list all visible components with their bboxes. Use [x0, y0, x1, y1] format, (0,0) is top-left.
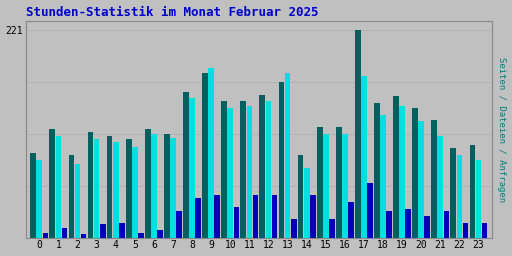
Bar: [119, 223, 125, 238]
Bar: [367, 183, 373, 238]
Text: Stunden-Statistik im Monat Februar 2025: Stunden-Statistik im Monat Februar 2025: [26, 6, 318, 18]
Bar: [297, 155, 304, 238]
Bar: [451, 148, 456, 238]
Bar: [380, 115, 386, 238]
Bar: [437, 136, 443, 238]
Bar: [36, 161, 42, 238]
Bar: [42, 233, 48, 238]
Bar: [457, 155, 462, 238]
Bar: [208, 68, 214, 238]
Bar: [202, 73, 208, 238]
Bar: [215, 195, 220, 238]
Bar: [418, 121, 424, 238]
Bar: [221, 101, 227, 238]
Bar: [470, 145, 475, 238]
Bar: [285, 73, 290, 238]
Bar: [348, 202, 354, 238]
Bar: [361, 76, 367, 238]
Bar: [317, 126, 323, 238]
Bar: [170, 138, 176, 238]
Bar: [329, 219, 335, 238]
Bar: [189, 98, 195, 238]
Bar: [69, 155, 74, 238]
Bar: [482, 223, 487, 238]
Bar: [61, 228, 68, 238]
Bar: [304, 168, 310, 238]
Bar: [260, 94, 265, 238]
Bar: [56, 136, 61, 238]
Bar: [75, 164, 80, 238]
Bar: [151, 134, 157, 238]
Bar: [424, 216, 430, 238]
Bar: [145, 129, 151, 238]
Bar: [81, 234, 87, 238]
Bar: [252, 195, 259, 238]
Bar: [342, 134, 348, 238]
Bar: [386, 211, 392, 238]
Bar: [227, 108, 233, 238]
Bar: [106, 136, 113, 238]
Bar: [100, 225, 105, 238]
Bar: [291, 219, 296, 238]
Bar: [30, 153, 36, 238]
Bar: [233, 207, 239, 238]
Bar: [443, 211, 450, 238]
Y-axis label: Seiten / Dateien / Anfragen: Seiten / Dateien / Anfragen: [498, 57, 506, 202]
Bar: [126, 139, 132, 238]
Bar: [279, 82, 284, 238]
Bar: [246, 106, 252, 238]
Bar: [406, 209, 411, 238]
Bar: [463, 223, 468, 238]
Bar: [138, 233, 144, 238]
Bar: [94, 139, 99, 238]
Bar: [336, 126, 342, 238]
Bar: [412, 108, 418, 238]
Bar: [132, 147, 138, 238]
Bar: [164, 134, 170, 238]
Bar: [50, 129, 55, 238]
Bar: [399, 106, 405, 238]
Bar: [196, 198, 201, 238]
Bar: [176, 211, 182, 238]
Bar: [476, 159, 481, 238]
Bar: [266, 101, 271, 238]
Bar: [310, 195, 315, 238]
Bar: [355, 30, 360, 238]
Bar: [323, 134, 329, 238]
Bar: [374, 103, 380, 238]
Bar: [113, 142, 119, 238]
Bar: [157, 230, 163, 238]
Bar: [272, 195, 278, 238]
Bar: [393, 97, 399, 238]
Bar: [183, 92, 189, 238]
Bar: [88, 132, 93, 238]
Bar: [241, 101, 246, 238]
Bar: [431, 120, 437, 238]
